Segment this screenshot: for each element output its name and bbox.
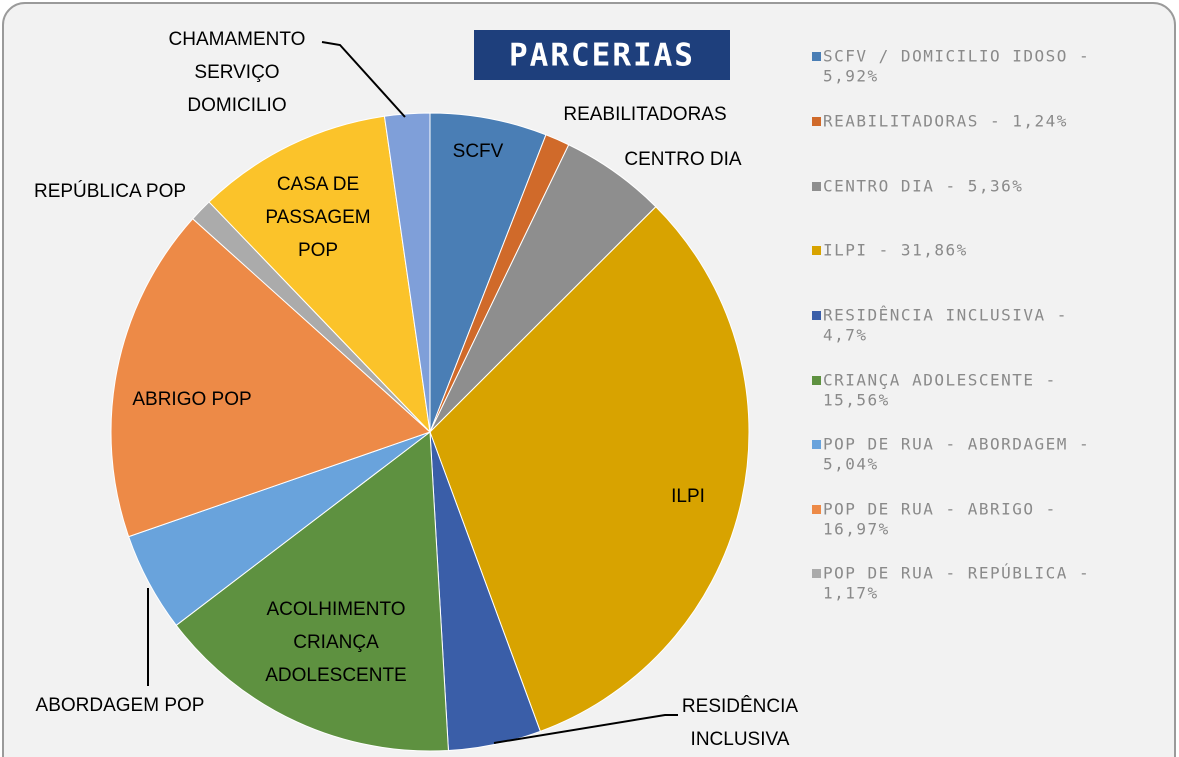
legend-swatch (812, 569, 821, 578)
slice-label: SERVIÇO (194, 62, 279, 83)
leader-line (493, 714, 678, 744)
legend-label: 4,7% (823, 326, 868, 345)
legend-label: SCFV / DOMICILIO IDOSO - (823, 47, 1090, 66)
legend-label: 1,17% (823, 584, 879, 603)
legend-label: POP DE RUA - ABORDAGEM - (823, 435, 1090, 454)
slice-label: DOMICILIO (187, 95, 286, 116)
slice-label: ACOLHIMENTO (266, 599, 405, 620)
legend-swatch (812, 505, 821, 514)
legend-label: 5,04% (823, 455, 879, 474)
slice-label: RESIDÊNCIA (682, 695, 798, 717)
legend-label: POP DE RUA - REPÚBLICA - (823, 564, 1090, 583)
legend-swatch (812, 117, 821, 126)
legend-label: 16,97% (823, 520, 890, 539)
pie-slice (208, 115, 431, 434)
legend-swatch (812, 376, 821, 385)
legend: SCFV / DOMICILIO IDOSO -5,92% REABILITADO… (812, 47, 1090, 603)
slice-label: ADOLESCENTE (265, 665, 406, 686)
leader-line (321, 41, 406, 118)
slice-label: POP (298, 240, 338, 261)
legend-label: 5,92% (823, 67, 879, 86)
legend-label: ILPI - 31,86% (823, 241, 968, 260)
legend-label: POP DE RUA - ABRIGO - (823, 500, 1057, 519)
legend-label: CRIANÇA ADOLESCENTE - (823, 371, 1057, 390)
legend-label: REABILITADORAS - 1,24% (823, 112, 1068, 131)
slice-label: ILPI (671, 486, 705, 507)
pie-slice (383, 112, 431, 433)
legend-swatch (812, 52, 821, 61)
pie-slice (429, 206, 750, 732)
slice-label: REABILITADORAS (563, 104, 726, 125)
slice-label: REPÚBLICA POP (34, 180, 186, 202)
slice-label: SCFV (453, 141, 504, 162)
legend-label: CENTRO DIA - 5,36% (823, 177, 1023, 196)
slice-label: ABRIGO POP (132, 389, 251, 410)
slice-label: CHAMAMENTO (169, 29, 306, 50)
slice-label: CENTRO DIA (624, 149, 742, 170)
pie (110, 112, 750, 752)
legend-label: RESIDÊNCIA INCLUSIVA - (823, 306, 1068, 325)
chart-title: PARCERIAS (509, 38, 695, 74)
slice-label: PASSAGEM (265, 207, 370, 228)
pie-slice (175, 431, 449, 752)
slice-labels: SCFV REABILITADORAS CENTRO DIA ILPI RESIDÊNC… (34, 29, 798, 750)
legend-swatch (812, 311, 821, 320)
legend-swatch (812, 440, 821, 449)
pie-slice (110, 218, 431, 538)
title-box (474, 30, 730, 80)
legend-label: 15,56% (823, 391, 890, 410)
slice-label: ABORDAGEM POP (36, 695, 205, 716)
legend-swatch (812, 182, 821, 191)
slice-label: CASA DE (277, 174, 359, 195)
slice-label: CRIANÇA (293, 632, 379, 653)
legend-swatch (812, 246, 821, 255)
slice-label: INCLUSIVA (691, 729, 790, 750)
